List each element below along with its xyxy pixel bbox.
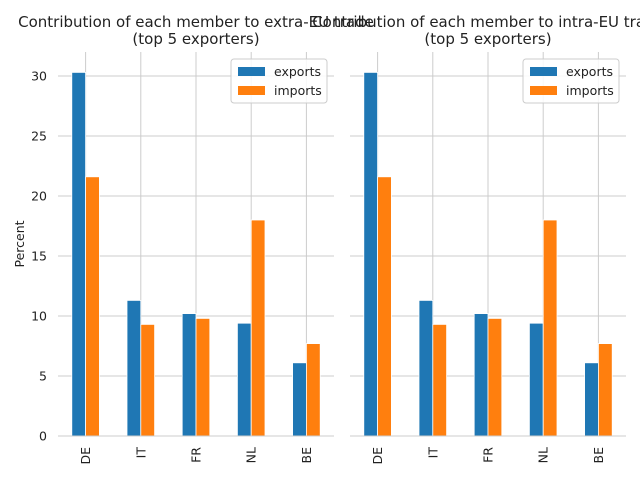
x-tick-label-BE: BE [591, 447, 606, 464]
bar-imports-DE [85, 176, 100, 437]
legend-swatch-imports [530, 86, 557, 95]
x-tick-label-FR: FR [481, 447, 496, 463]
chart-title: Contribution of each member to intra-EU … [312, 13, 640, 31]
y-tick-label: 25 [31, 129, 47, 144]
bar-imports-NL [250, 219, 266, 437]
x-tick-label-DE: DE [370, 447, 385, 465]
bar-imports-FR [487, 317, 503, 437]
legend: exports imports [230, 58, 328, 104]
bar-imports-NL [542, 219, 558, 437]
bar-exports-NL [529, 322, 544, 437]
bar-exports-DE [363, 72, 378, 437]
y-tick-label: 15 [31, 249, 47, 264]
chart-panel-2: DE IT FR NL BE Contribution of each member to… [312, 13, 640, 465]
x-tick-label-IT: IT [133, 447, 148, 459]
chart-subtitle: (top 5 exporters) [424, 30, 551, 48]
bar-imports-BE [305, 343, 321, 437]
bar-exports-BE [292, 362, 307, 437]
x-tick-label-BE: BE [299, 447, 314, 464]
legend-label-exports: exports [566, 64, 613, 79]
legend: exports imports [522, 58, 620, 104]
bar-exports-IT [418, 299, 434, 437]
chart-title: Contribution of each member to extra-EU … [18, 13, 374, 31]
bar-imports-FR [195, 317, 211, 437]
bar-imports-IT [140, 323, 156, 437]
bar-exports-DE [71, 72, 87, 437]
bar-exports-FR [473, 313, 489, 437]
x-tick-label-NL: NL [244, 447, 259, 463]
y-axis-label: Percent [12, 220, 27, 267]
chart-panel-1: 0 5 10 15 20 25 30 Percent DE IT FR NL BE Contributio… [12, 13, 374, 465]
y-tick-label: 20 [31, 189, 47, 204]
bar-imports-DE [377, 176, 392, 437]
x-tick-label-FR: FR [189, 447, 204, 463]
chart-subtitle: (top 5 exporters) [132, 30, 259, 48]
y-tick-label: 10 [31, 309, 47, 324]
y-tick-label: 30 [31, 69, 47, 84]
bar-exports-FR [181, 313, 197, 437]
bar-exports-NL [236, 322, 252, 437]
bar-exports-IT [126, 299, 142, 437]
bar-exports-BE [584, 362, 599, 437]
legend-label-exports: exports [274, 64, 321, 79]
bar-imports-BE [598, 343, 613, 437]
y-tick-label: 5 [39, 369, 47, 384]
x-tick-label-IT: IT [425, 447, 440, 459]
y-tick-label: 0 [39, 429, 47, 444]
x-tick-label-NL: NL [536, 447, 551, 463]
legend-swatch-exports [238, 67, 265, 76]
legend-label-imports: imports [566, 83, 614, 98]
legend-swatch-imports [238, 86, 265, 95]
legend-swatch-exports [530, 67, 557, 76]
x-tick-label-DE: DE [78, 447, 93, 465]
bar-imports-IT [432, 323, 447, 437]
legend-label-imports: imports [274, 83, 322, 98]
